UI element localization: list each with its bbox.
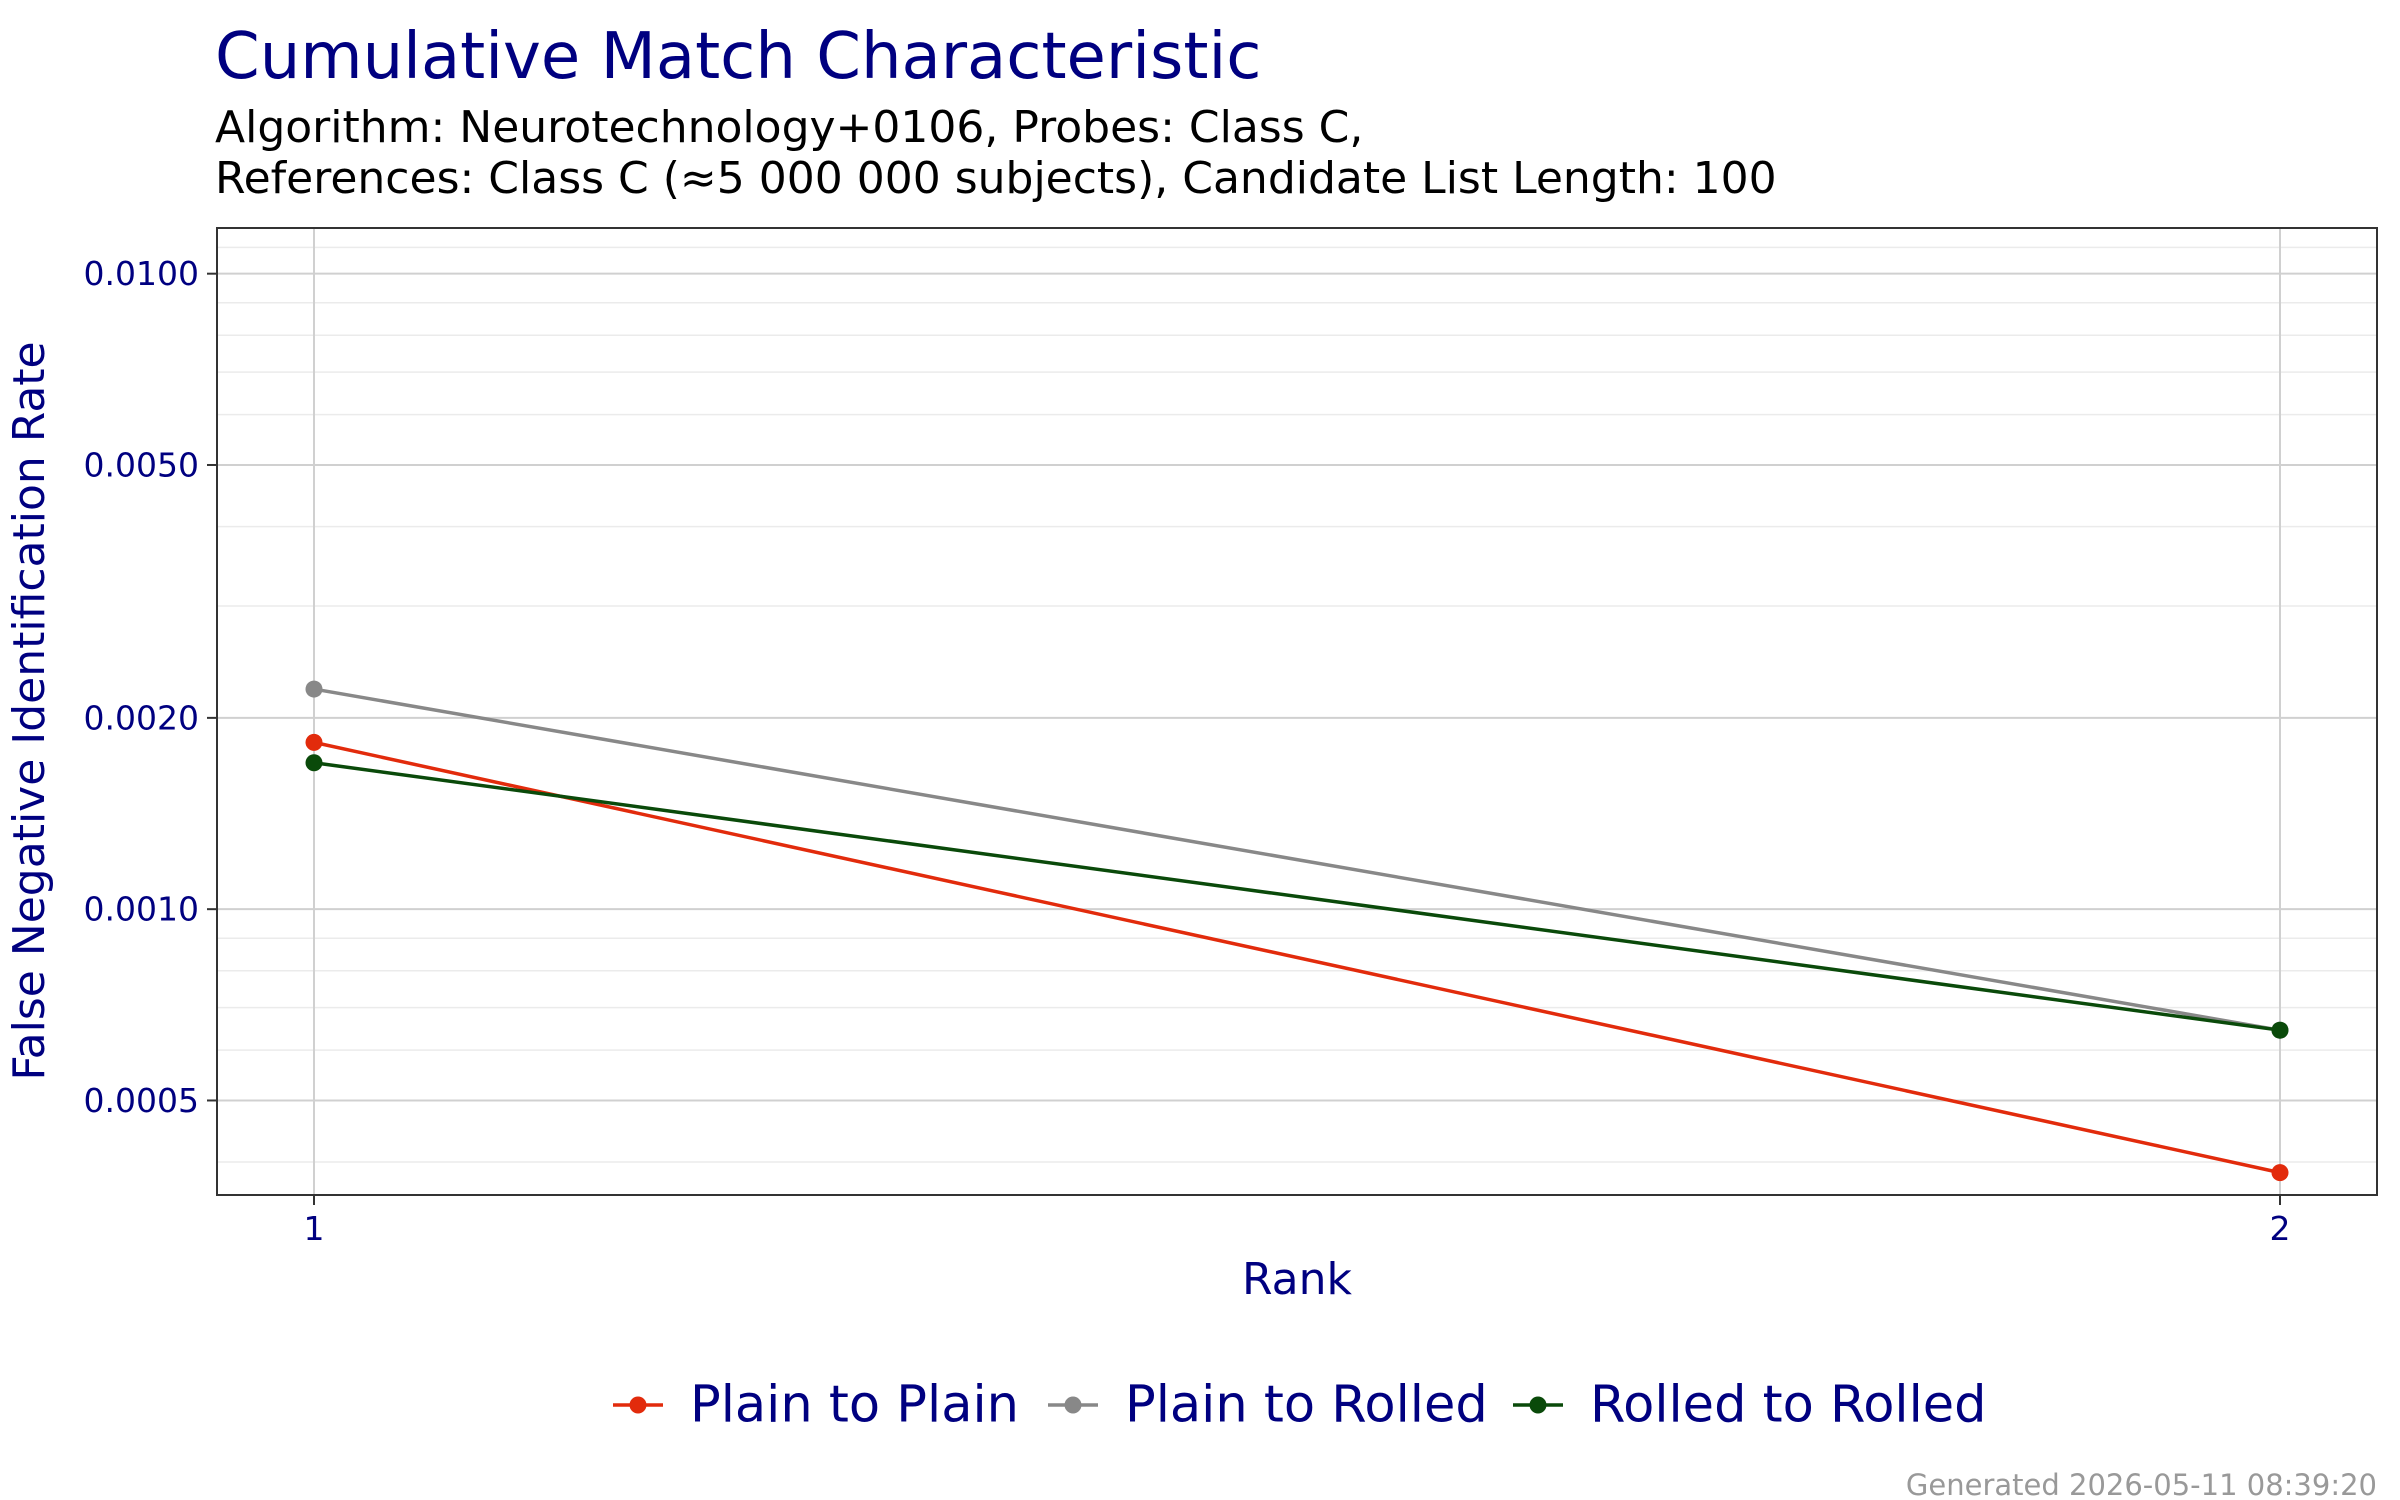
y-tick-label: 0.0020 <box>84 698 199 737</box>
chart-title: Cumulative Match Characteristic <box>215 20 1261 94</box>
legend: Plain to Plain Plain to Rolled Rolled to R… <box>613 1376 1987 1435</box>
legend-label: Plain to Plain <box>690 1376 1019 1435</box>
legend-item: Plain to Plain <box>613 1376 1019 1435</box>
series-lines <box>305 680 2289 1182</box>
generated-timestamp: Generated 2026-05-11 08:39:20 <box>1906 1468 2377 1500</box>
series-0 <box>305 733 2289 1182</box>
data-point <box>305 754 323 772</box>
data-point <box>2271 1164 2289 1182</box>
chart-subtitle-line-1: Algorithm: Neurotechnology+0106, Probes:… <box>215 102 1363 153</box>
legend-label: Plain to Rolled <box>1125 1376 1488 1435</box>
data-point <box>2271 1021 2289 1039</box>
minor-gridlines <box>217 246 2377 1163</box>
chart-subtitle-line-2: References: Class C (≈5 000 000 subjects… <box>215 153 1777 204</box>
x-tick-label: 1 <box>304 1209 325 1248</box>
legend-key-point <box>1064 1396 1082 1414</box>
y-tick-label: 0.0010 <box>84 890 199 929</box>
legend-item: Plain to Rolled <box>1048 1376 1488 1435</box>
data-point <box>305 733 323 751</box>
legend-item: Rolled to Rolled <box>1513 1376 1987 1435</box>
x-tick-label: 2 <box>2270 1209 2291 1248</box>
major-gridlines <box>217 228 2377 1195</box>
data-point <box>305 680 323 698</box>
y-axis: 0.0005 0.0010 0.0020 0.0050 0.0100 <box>84 254 217 1120</box>
y-axis-title: False Negative Identification Rate <box>4 341 55 1080</box>
series-line <box>313 687 2281 1032</box>
x-axis-title: Rank <box>1242 1254 1352 1305</box>
legend-key-point <box>629 1396 647 1414</box>
y-tick-label: 0.0005 <box>84 1081 199 1120</box>
legend-key-point <box>1529 1396 1547 1414</box>
plot-panel-border <box>216 227 2378 1196</box>
series-1 <box>305 680 2289 1039</box>
series-line <box>313 740 2281 1175</box>
series-2 <box>305 754 2289 1039</box>
series-line <box>313 760 2281 1032</box>
y-tick-label: 0.0100 <box>84 254 199 293</box>
legend-label: Rolled to Rolled <box>1590 1376 1987 1435</box>
y-tick-label: 0.0050 <box>84 445 199 484</box>
